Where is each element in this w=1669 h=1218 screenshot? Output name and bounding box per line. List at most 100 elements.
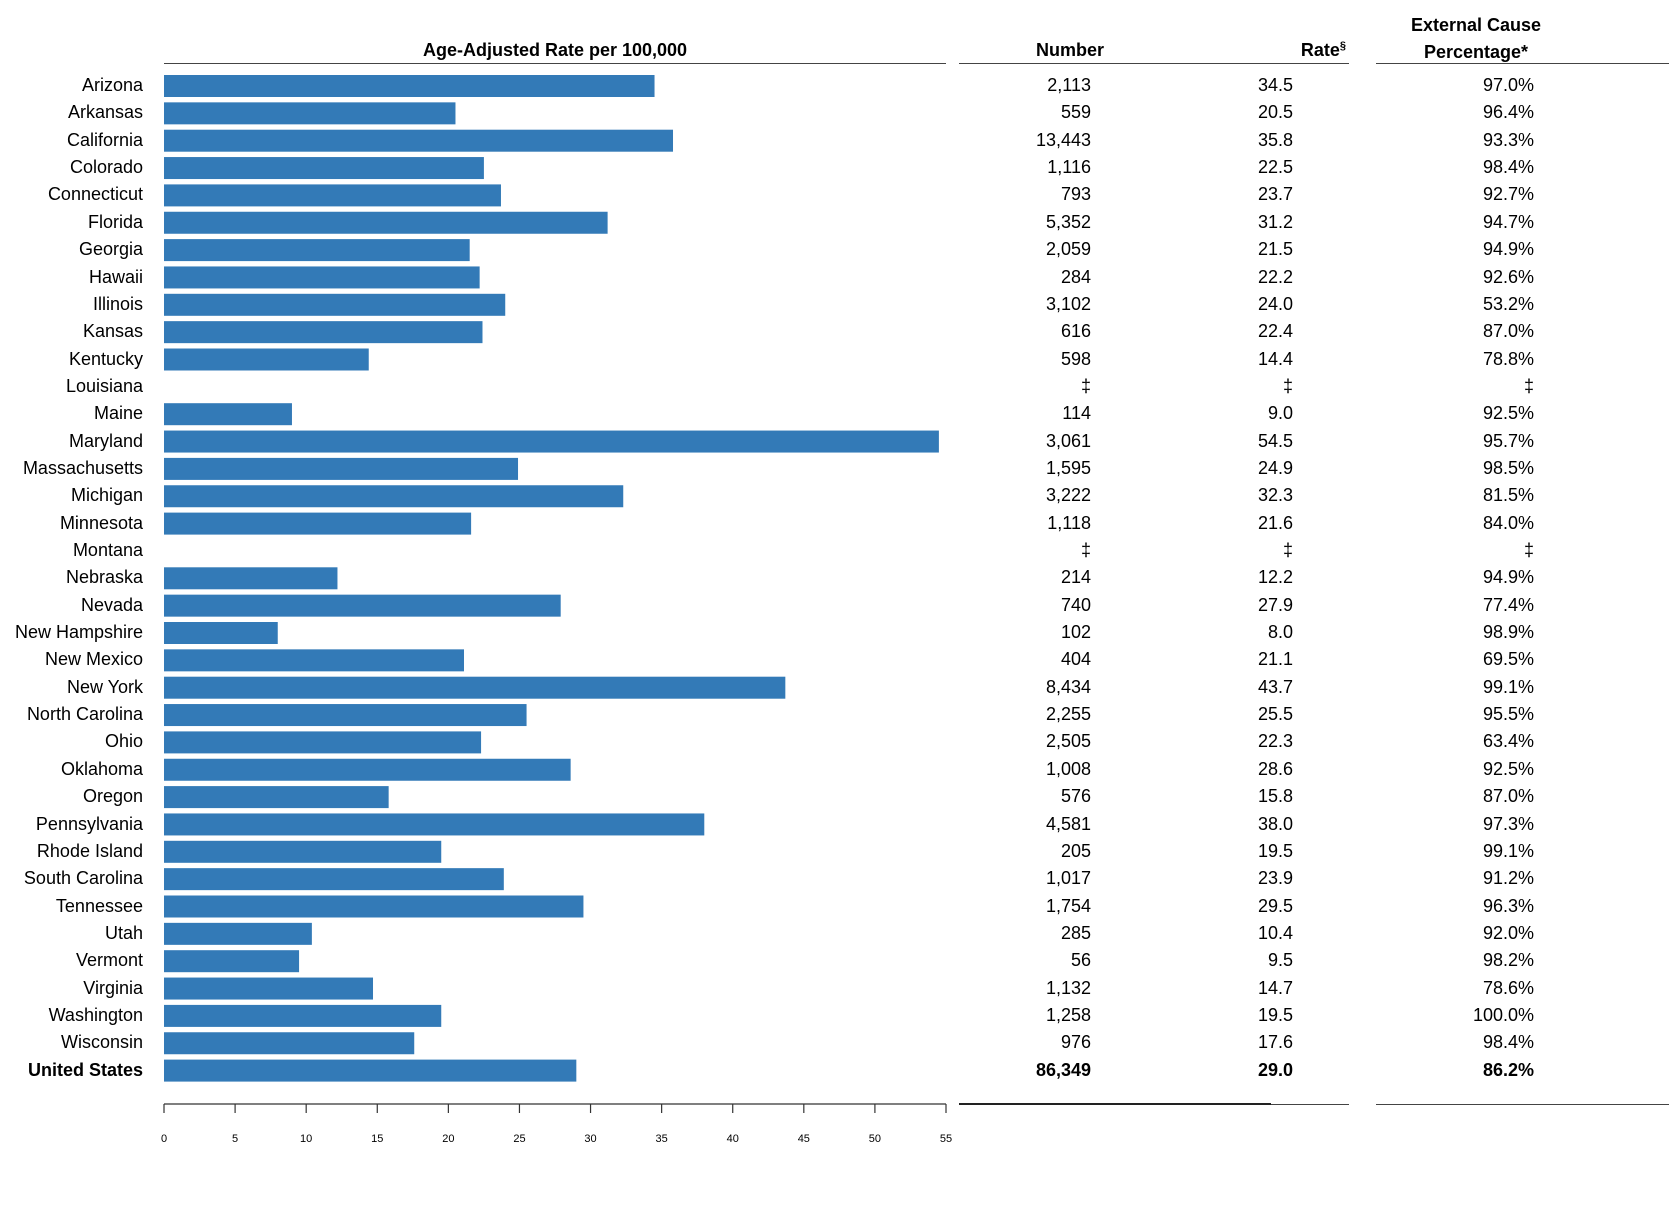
row-label: Tennessee bbox=[55, 895, 143, 916]
external-pct-cell: 92.5% bbox=[1482, 403, 1534, 424]
external-pct-cell: 78.8% bbox=[1482, 348, 1534, 369]
bar-chart-title: Age-Adjusted Rate per 100,000 bbox=[422, 40, 688, 60]
bar-connecticut bbox=[164, 184, 501, 207]
table-footer-rule-thick bbox=[959, 1103, 1271, 1105]
number-cell: 86,349 bbox=[1035, 1059, 1091, 1080]
row-label: Georgia bbox=[78, 239, 143, 260]
row-label: California bbox=[66, 129, 143, 150]
number-cell: 4,581 bbox=[1045, 813, 1091, 834]
number-cell: 1,595 bbox=[1045, 457, 1091, 478]
number-cell: 1,118 bbox=[1047, 512, 1091, 533]
row-label: Nevada bbox=[80, 594, 143, 615]
x-tick-label: 0 bbox=[161, 1133, 167, 1145]
number-cell: 1,754 bbox=[1045, 895, 1091, 916]
bar-kansas bbox=[164, 321, 483, 344]
bar-arizona bbox=[164, 75, 655, 97]
rate-cell: 29.5 bbox=[1257, 895, 1293, 916]
bar-ohio bbox=[164, 731, 482, 754]
number-cell: 576 bbox=[1060, 786, 1091, 807]
rate-cell: ‡ bbox=[1282, 540, 1293, 560]
rate-cell: ‡ bbox=[1282, 375, 1293, 396]
bar-oregon bbox=[164, 786, 389, 809]
external-pct-cell: 87.0% bbox=[1482, 786, 1534, 807]
rate-cell: 10.4 bbox=[1257, 922, 1293, 943]
external-cause-header-line1: External Cause bbox=[1410, 15, 1542, 35]
rate-cell: 23.7 bbox=[1257, 184, 1293, 205]
number-cell: 616 bbox=[1060, 321, 1091, 342]
x-tick-label: 15 bbox=[371, 1133, 383, 1145]
rate-cell: 22.4 bbox=[1257, 321, 1293, 342]
external-pct-cell: 81.5% bbox=[1482, 485, 1534, 506]
number-column-header: Number bbox=[1035, 40, 1104, 60]
number-cell: 793 bbox=[1060, 184, 1091, 205]
row-label: New Mexico bbox=[44, 649, 143, 670]
number-cell: 5,352 bbox=[1045, 211, 1091, 232]
rate-cell: 14.4 bbox=[1257, 348, 1293, 369]
number-cell: 13,443 bbox=[1035, 129, 1091, 150]
number-cell: 1,116 bbox=[1047, 157, 1091, 178]
external-pct-cell: 77.4% bbox=[1482, 594, 1534, 615]
external-pct-cell: 95.7% bbox=[1482, 430, 1534, 451]
row-label: New Hampshire bbox=[14, 622, 143, 642]
bar-kentucky bbox=[164, 348, 369, 371]
bar-wisconsin bbox=[164, 1032, 415, 1055]
external-pct-cell: 93.3% bbox=[1482, 129, 1534, 150]
row-label: Ohio bbox=[104, 731, 143, 752]
bar-new-mexico bbox=[164, 649, 464, 672]
x-tick-label: 5 bbox=[232, 1133, 238, 1145]
bar-california bbox=[164, 129, 674, 152]
number-cell: 2,255 bbox=[1045, 704, 1091, 725]
rate-cell: 27.9 bbox=[1257, 594, 1293, 615]
external-pct-cell: 97.3% bbox=[1482, 813, 1534, 834]
row-label: Montana bbox=[72, 540, 143, 560]
external-pct-cell: 98.2% bbox=[1482, 950, 1534, 971]
external-pct-cell: 98.5% bbox=[1482, 457, 1534, 478]
external-pct-cell: 92.0% bbox=[1482, 922, 1534, 943]
bar-nebraska bbox=[164, 567, 338, 590]
row-label: Wisconsin bbox=[60, 1032, 143, 1053]
row-label: Colorado bbox=[69, 157, 143, 178]
x-tick-label: 25 bbox=[513, 1133, 525, 1145]
row-label: Kansas bbox=[82, 321, 143, 342]
external-pct-cell: 92.7% bbox=[1482, 184, 1534, 205]
x-tick-label: 35 bbox=[656, 1133, 668, 1145]
external-pct-cell: 99.1% bbox=[1482, 676, 1534, 697]
bar-rhode-island bbox=[164, 840, 442, 863]
bar-pennsylvania bbox=[164, 813, 705, 836]
row-label: Connecticut bbox=[47, 184, 143, 205]
external-pct-cell: 98.9% bbox=[1482, 622, 1534, 642]
bar-new-hampshire bbox=[164, 622, 278, 644]
row-label: Arizona bbox=[81, 75, 143, 95]
bar-massachusetts bbox=[164, 457, 519, 480]
bar-washington bbox=[164, 1004, 442, 1027]
bar-illinois bbox=[164, 293, 506, 316]
rate-cell: 43.7 bbox=[1257, 676, 1293, 697]
x-tick-label: 40 bbox=[727, 1133, 739, 1145]
bar-nevada bbox=[164, 594, 561, 617]
number-cell: ‡ bbox=[1080, 540, 1091, 560]
bar-oklahoma bbox=[164, 758, 571, 781]
rate-cell: 29.0 bbox=[1257, 1059, 1293, 1080]
rate-cell: 21.5 bbox=[1257, 239, 1293, 260]
rate-cell: 8.0 bbox=[1267, 622, 1293, 642]
bar-new-york bbox=[164, 676, 786, 699]
row-label: Rhode Island bbox=[36, 840, 143, 861]
number-cell: 559 bbox=[1060, 102, 1091, 123]
number-cell: ‡ bbox=[1080, 375, 1091, 396]
number-cell: 598 bbox=[1060, 348, 1091, 369]
rate-cell: 38.0 bbox=[1257, 813, 1293, 834]
number-cell: 1,132 bbox=[1045, 977, 1091, 998]
bar-tennessee bbox=[164, 895, 584, 918]
row-label: Massachusetts bbox=[22, 457, 143, 478]
row-label: Vermont bbox=[75, 950, 143, 971]
rate-cell: 28.6 bbox=[1257, 758, 1293, 779]
rate-cell: 22.3 bbox=[1257, 731, 1293, 752]
row-label: Oregon bbox=[82, 786, 143, 807]
x-tick-label: 45 bbox=[798, 1133, 810, 1145]
row-label: Maine bbox=[93, 403, 143, 424]
number-cell: 2,113 bbox=[1047, 75, 1091, 95]
row-label: Illinois bbox=[92, 293, 143, 314]
number-cell: 404 bbox=[1060, 649, 1091, 670]
rate-cell: 32.3 bbox=[1257, 485, 1293, 506]
